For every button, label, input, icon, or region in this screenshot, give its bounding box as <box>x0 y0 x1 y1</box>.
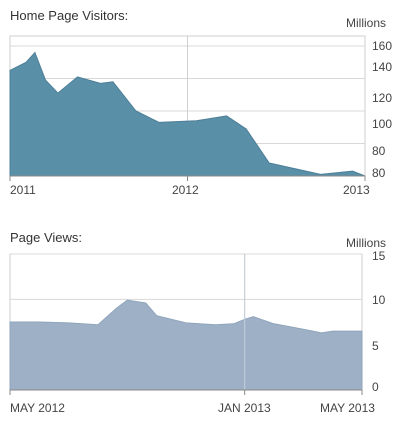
y-tick-label: 160 <box>372 39 392 53</box>
y-tick-label: 140 <box>372 60 392 74</box>
y-tick-label: 80 <box>372 166 386 180</box>
y-tick-label: 5 <box>372 339 379 353</box>
x-tick-label: 2013 <box>343 183 370 197</box>
y-tick-label: 100 <box>372 117 392 131</box>
y-tick-label: 15 <box>372 249 386 263</box>
x-tick-label: 2011 <box>10 183 36 197</box>
x-tick-label: MAY 2013 <box>320 401 375 415</box>
chart-title: Home Page Visitors: <box>10 8 129 23</box>
y-tick-label: 10 <box>372 293 386 307</box>
x-tick-label: JAN 2013 <box>218 401 271 415</box>
x-tick-label: 2012 <box>172 183 199 197</box>
page-views-plot: 15 10 5 0 MAY 2012 JAN 2013 MAY 2013 <box>9 249 386 415</box>
chart-title: Page Views: <box>10 230 83 245</box>
y-tick-label: 0 <box>372 380 379 394</box>
page-views-chart: Page Views: Millions 15 10 5 0 MAY 2012 JAN 2… <box>0 222 402 427</box>
x-tick-label: MAY 2012 <box>10 401 65 415</box>
visitors-area <box>9 51 366 177</box>
unit-label: Millions <box>346 16 387 30</box>
y-tick-label: 80 <box>372 144 386 158</box>
unit-label: Millions <box>346 236 387 250</box>
visitors-chart: Home Page Visitors: Millions 160 140 120 10… <box>0 0 402 210</box>
visitors-plot: 160 140 120 100 80 80 2011 2012 2013 <box>9 35 392 197</box>
y-tick-label: 120 <box>372 91 392 105</box>
page-views-area <box>9 299 363 391</box>
